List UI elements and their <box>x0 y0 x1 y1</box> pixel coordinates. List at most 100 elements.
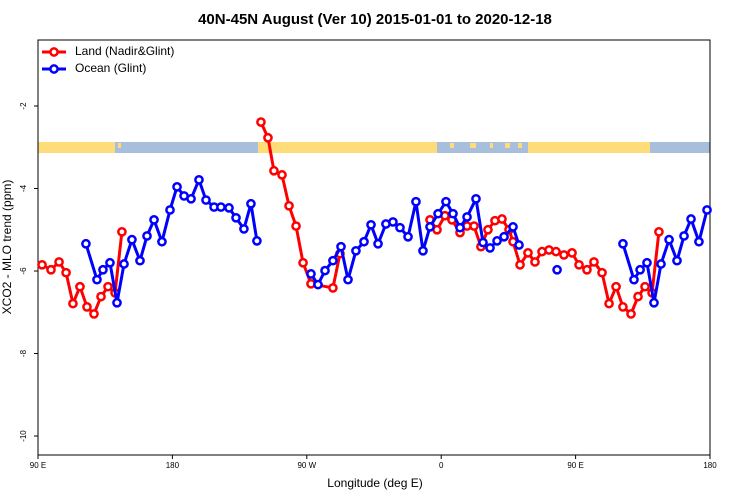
land-mask-strip <box>470 143 476 148</box>
data-point <box>702 205 712 215</box>
y-tick-label: -10 <box>19 430 28 442</box>
data-point <box>441 196 451 207</box>
data-point <box>629 274 639 285</box>
y-tick-label: -8 <box>19 349 28 357</box>
data-point <box>252 236 262 246</box>
data-point <box>589 257 599 267</box>
data-point <box>127 234 137 245</box>
data-point <box>611 281 621 292</box>
data-point <box>366 219 376 230</box>
data-point <box>351 245 361 256</box>
data-point <box>478 237 488 248</box>
data-point <box>574 259 584 270</box>
data-point <box>485 243 495 253</box>
land-mask-strip <box>640 143 644 148</box>
data-point <box>664 234 674 245</box>
land-mask-strip <box>518 143 522 148</box>
data-point <box>142 231 152 241</box>
data-point <box>320 265 330 276</box>
x-tick-label: 90 E <box>30 461 46 470</box>
legend-label: Ocean (Glint) <box>75 61 146 75</box>
x-tick-label: 180 <box>703 461 717 470</box>
data-point <box>157 236 167 247</box>
data-point <box>89 309 99 319</box>
data-point <box>165 205 175 215</box>
data-point <box>499 231 509 242</box>
data-point <box>640 281 650 292</box>
land-mask-strip <box>118 143 121 148</box>
data-point <box>492 236 502 246</box>
data-point <box>649 297 659 308</box>
data-point <box>497 214 507 224</box>
data-point <box>411 196 421 207</box>
land-mask-strip <box>115 142 258 153</box>
data-point <box>82 302 92 312</box>
data-point <box>298 257 308 268</box>
data-point <box>336 241 346 252</box>
data-point <box>172 182 182 192</box>
data-point <box>679 231 689 241</box>
data-point <box>455 222 465 233</box>
legend-marker <box>49 64 59 74</box>
y-tick-label: -2 <box>19 102 28 110</box>
data-point <box>626 309 636 319</box>
data-point <box>523 248 533 258</box>
data-point <box>633 291 643 302</box>
data-point <box>433 208 443 219</box>
data-point <box>291 221 301 231</box>
land-mask-strip <box>437 142 528 153</box>
data-point <box>103 281 113 292</box>
data-point <box>359 236 369 247</box>
data-point <box>508 222 518 232</box>
land-mask-strip <box>490 143 493 148</box>
data-point <box>694 236 704 247</box>
data-point <box>618 238 628 249</box>
legend-marker <box>49 47 59 57</box>
data-point <box>117 226 127 237</box>
x-tick-label: 0 <box>439 461 444 470</box>
data-point <box>552 264 562 275</box>
data-point <box>61 267 71 278</box>
data-point <box>604 298 614 309</box>
data-point <box>306 269 316 279</box>
data-point <box>530 257 540 267</box>
data-point <box>395 222 405 233</box>
data-point <box>37 259 47 270</box>
data-point <box>201 195 211 205</box>
data-point <box>239 224 249 234</box>
x-axis-label: Longitude (deg E) <box>327 476 422 490</box>
data-point <box>403 231 413 242</box>
data-point <box>68 298 78 309</box>
data-point <box>551 246 561 257</box>
data-point <box>462 212 472 222</box>
data-point <box>672 255 682 266</box>
data-point <box>54 257 64 267</box>
y-tick-label: -6 <box>19 267 28 275</box>
land-mask-strip <box>38 142 115 153</box>
data-point <box>75 281 85 292</box>
data-point <box>92 274 102 285</box>
data-point <box>597 267 607 278</box>
y-axis-label: XCO2 - MLO trend (ppm) <box>0 180 14 315</box>
data-point <box>582 264 592 275</box>
data-point <box>483 224 493 235</box>
x-tick-label: 180 <box>166 461 180 470</box>
data-point <box>656 259 666 269</box>
data-point <box>313 279 323 290</box>
data-point <box>186 193 196 204</box>
data-point <box>328 283 338 293</box>
land-mask-strip <box>450 143 454 148</box>
x-tick-label: 90 E <box>567 461 583 470</box>
data-point <box>269 165 279 176</box>
land-mask-strip <box>528 142 650 153</box>
land-mask-strip <box>505 143 510 148</box>
data-point <box>263 132 273 143</box>
land-mask-strip <box>650 142 710 153</box>
data-point <box>46 264 56 275</box>
data-point <box>256 117 266 127</box>
x-tick-label: 90 W <box>297 461 316 470</box>
data-point <box>559 250 569 260</box>
data-point <box>635 264 645 275</box>
data-point <box>224 203 234 213</box>
